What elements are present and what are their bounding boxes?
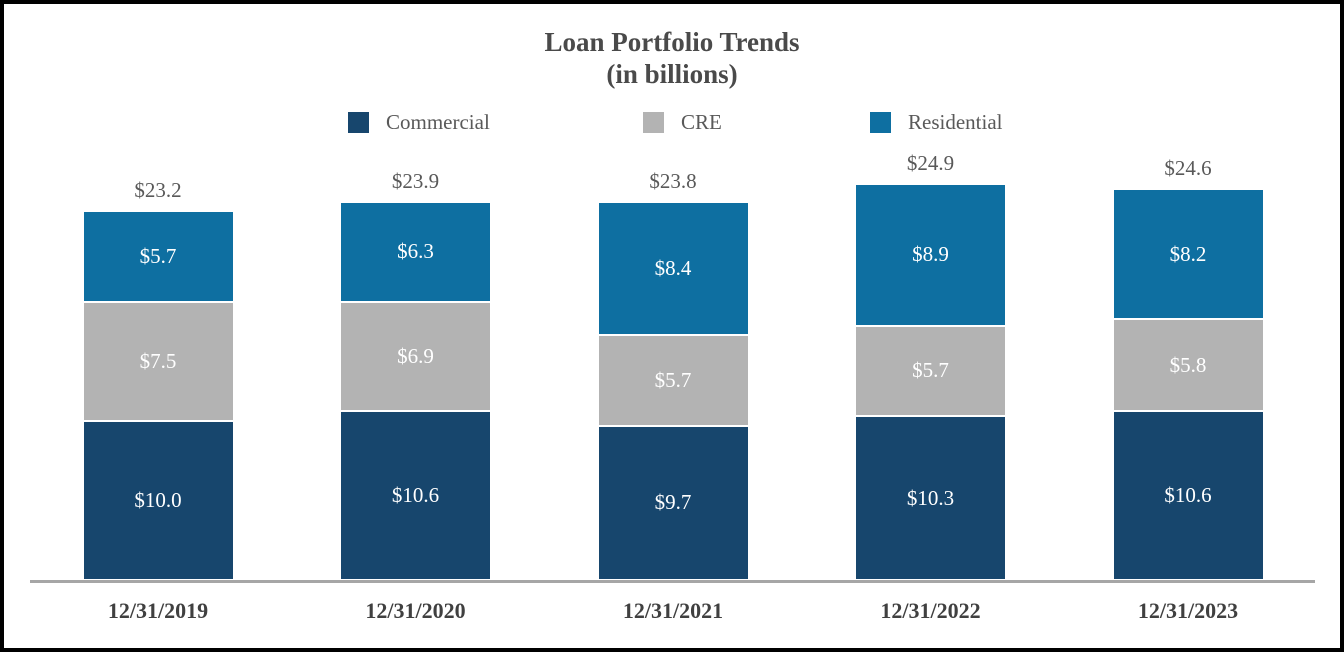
bar-segment-residential: $5.7 bbox=[82, 211, 234, 302]
segment-value-label: $8.2 bbox=[1169, 241, 1207, 266]
bar-group: $10.3 $5.7 $8.9 bbox=[855, 184, 1006, 580]
segment-value-label: $6.3 bbox=[397, 239, 434, 264]
plot-area: $10.0 $7.5 $5.7 $23.2 12/31/2019 $10.6 $6.9 $6.… bbox=[4, 4, 1340, 648]
bar-group: $10.6 $6.9 $6.3 bbox=[340, 201, 491, 580]
segment-value-label: $6.9 bbox=[397, 344, 434, 369]
x-axis-label: 12/31/2019 bbox=[107, 598, 209, 623]
legend-swatch-residential bbox=[870, 112, 891, 133]
segment-value-label: $10.0 bbox=[134, 488, 182, 512]
total-label: $23.9 bbox=[391, 168, 440, 193]
total-label: $24.9 bbox=[906, 151, 955, 176]
legend-label: Commercial bbox=[386, 110, 490, 134]
bar-segment-commercial: $10.0 bbox=[82, 421, 234, 580]
segment-value-label: $8.4 bbox=[654, 255, 692, 280]
total-label: $23.8 bbox=[649, 168, 697, 193]
bar-segment-cre: $6.9 bbox=[340, 301, 491, 412]
bar-group: $10.0 $7.5 $5.7 bbox=[82, 211, 234, 580]
segment-value-label: $5.7 bbox=[912, 358, 949, 383]
segment-value-label: $5.7 bbox=[139, 243, 177, 268]
bar-segment-commercial: $10.6 bbox=[340, 411, 491, 580]
x-axis-label: 12/31/2021 bbox=[622, 598, 724, 623]
bar-segment-cre: $7.5 bbox=[82, 301, 234, 421]
bar-segment-cre: $5.7 bbox=[597, 335, 749, 426]
legend-item-commercial: Commercial bbox=[348, 110, 490, 135]
legend-label: CRE bbox=[681, 110, 722, 134]
bar-segment-cre: $5.7 bbox=[855, 325, 1006, 417]
segment-value-label: $7.5 bbox=[139, 348, 177, 373]
x-axis-label: 12/31/2020 bbox=[365, 598, 466, 623]
bar-segment-commercial: $9.7 bbox=[597, 425, 749, 580]
bar-segment-residential: $6.3 bbox=[340, 201, 491, 302]
segment-value-label: $10.6 bbox=[1164, 483, 1212, 508]
x-axis-line bbox=[30, 580, 1315, 583]
title-block: Loan Portfolio Trends (in billions) bbox=[4, 26, 1340, 90]
legend-label: Residential bbox=[908, 110, 1003, 134]
legend-item-residential: Residential bbox=[870, 110, 1002, 135]
segment-value-label: $10.3 bbox=[906, 485, 955, 510]
legend-swatch-cre bbox=[643, 112, 664, 133]
segment-value-label: $8.9 bbox=[912, 242, 949, 267]
total-label: $24.6 bbox=[1164, 155, 1212, 180]
bar-segment-residential: $8.2 bbox=[1112, 188, 1264, 320]
segment-value-label: $5.7 bbox=[654, 367, 692, 392]
chart-title: Loan Portfolio Trends bbox=[544, 27, 800, 57]
bar-segment-residential: $8.9 bbox=[855, 184, 1006, 326]
segment-value-label: $5.8 bbox=[1169, 352, 1207, 377]
legend-item-cre: CRE bbox=[643, 110, 722, 135]
x-axis-label: 12/31/2023 bbox=[1137, 598, 1239, 623]
bar-group: $9.7 $5.7 $8.4 bbox=[597, 201, 749, 580]
segment-value-label: $9.7 bbox=[654, 490, 692, 515]
segment-value-label: $10.6 bbox=[391, 483, 440, 508]
bar-segment-residential: $8.4 bbox=[597, 201, 749, 336]
chart-subtitle: (in billions) bbox=[606, 59, 738, 89]
bar-segment-commercial: $10.6 bbox=[1112, 411, 1264, 580]
x-axis-label: 12/31/2022 bbox=[880, 598, 981, 623]
bar-segment-cre: $5.8 bbox=[1112, 319, 1264, 412]
total-label: $23.2 bbox=[134, 178, 182, 203]
bar-segment-commercial: $10.3 bbox=[855, 416, 1006, 580]
bar-group: $10.6 $5.8 $8.2 bbox=[1112, 188, 1264, 580]
legend-swatch-commercial bbox=[348, 112, 369, 133]
